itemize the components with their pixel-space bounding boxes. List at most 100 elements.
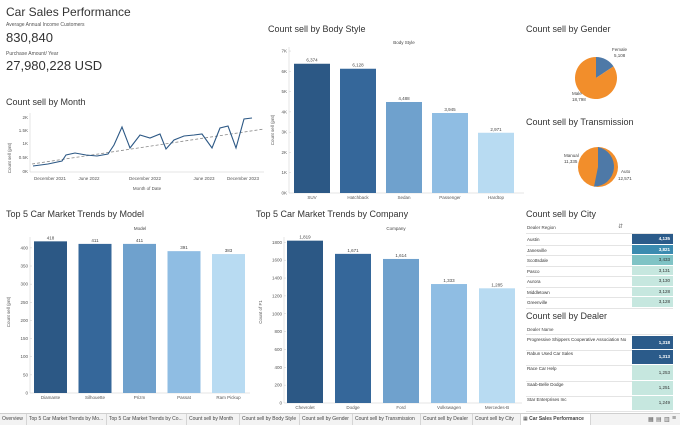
- trans-manual-value: 11,335: [564, 159, 578, 164]
- model-ytick: 300: [20, 282, 28, 287]
- table-row[interactable]: Rabun Used Car Sales 1,313: [526, 350, 673, 365]
- company-bar[interactable]: [335, 253, 371, 403]
- model-bar[interactable]: [78, 243, 112, 393]
- company-ytick: 600: [274, 347, 282, 352]
- company-value-label: 1,333: [443, 278, 455, 283]
- row-label: Star Enterprises Inc: [527, 397, 567, 402]
- city-table: Dealer Region ⇵ Austin 4,135 Janesville 3,8…: [526, 223, 674, 309]
- body-category-label: SUV: [307, 195, 316, 200]
- company-bar[interactable]: [383, 258, 419, 403]
- company-value-label: 1,614: [395, 253, 407, 258]
- model-ylabel: Count sell (pnt): [6, 296, 11, 327]
- trans-auto-value: 12,571: [618, 176, 632, 181]
- tab-count-by-gender[interactable]: Count sell by Gender: [300, 414, 353, 425]
- company-bar[interactable]: [287, 240, 323, 403]
- row-label: Race Car Help: [527, 366, 557, 371]
- table-divider: [526, 411, 673, 412]
- trans-auto-slice[interactable]: [594, 147, 615, 187]
- tab-count-by-dealer[interactable]: Count sell by Dealer: [421, 414, 473, 425]
- table-divider: [526, 334, 673, 335]
- gender-chart-title: Count sell by Gender: [526, 24, 611, 34]
- body-ytick: 0K: [281, 191, 287, 196]
- month-ytick: 1K: [22, 141, 28, 146]
- company-category-label: Chevrolet: [295, 405, 315, 410]
- body-ytick: 2K: [281, 150, 287, 155]
- body-category-label: Hardtop: [488, 195, 505, 200]
- body-bar[interactable]: [478, 132, 514, 193]
- model-bar[interactable]: [34, 241, 67, 393]
- table-divider: [526, 297, 673, 298]
- model-bar[interactable]: [167, 251, 201, 393]
- dealer-table: Dealer Name Progressive Shippers Coopera…: [526, 325, 674, 412]
- model-bar[interactable]: [212, 254, 245, 393]
- list-view-icon[interactable]: ▤: [656, 417, 662, 423]
- menu-icon[interactable]: ≡: [672, 415, 677, 422]
- model-chart[interactable]: Model Count sell (pnt) 400 350 300 250 200 15…: [0, 222, 252, 412]
- company-ytick: 200: [274, 383, 282, 388]
- table-row[interactable]: Pasco 3,131: [526, 265, 673, 277]
- month-series-line: [32, 117, 253, 167]
- table-row[interactable]: Middletown 3,128: [526, 286, 673, 298]
- table-divider: [526, 307, 673, 309]
- company-chart[interactable]: Company Count of F1 1800 1600 1400 1200 1000…: [252, 222, 524, 412]
- table-divider: [526, 265, 673, 267]
- month-ytick: 0K: [22, 169, 28, 174]
- model-ytick: 0: [25, 391, 28, 396]
- body-bar[interactable]: [386, 101, 422, 193]
- body-category-label: Hatchback: [347, 195, 369, 200]
- body-chart[interactable]: Body Style Count sell (pnt) 7K 6K 5K 4K 3K 2K…: [262, 38, 524, 200]
- model-category-label: Ram Pickup: [216, 395, 241, 400]
- month-xtick: December 2021: [34, 176, 67, 181]
- row-value: 1,318: [632, 336, 673, 349]
- month-ytick: 1.5K: [19, 128, 28, 133]
- company-ylabel: Count of F1: [258, 300, 263, 324]
- company-category-label: Volkswagen: [437, 405, 462, 410]
- tab-count-by-body-style[interactable]: Count sell by Body Style: [240, 414, 300, 425]
- table-row[interactable]: Progressive Shippers Cooperative Associa…: [526, 336, 673, 350]
- gender-chart[interactable]: Female 5,108 Male 18,798: [526, 40, 676, 108]
- filmstrip-icon[interactable]: ▥: [664, 417, 670, 423]
- dashboard-title: Car Sales Performance: [6, 5, 131, 19]
- kpi-income-label: Average Annual Income Customers: [6, 22, 85, 28]
- tab-count-by-transmission[interactable]: Count sell by Transmission: [353, 414, 421, 425]
- company-value-label: 1,671: [347, 248, 359, 253]
- grid-view-icon[interactable]: ▦: [648, 417, 654, 423]
- company-ytick: 1600: [272, 258, 283, 263]
- row-label: Janesville: [527, 247, 547, 253]
- table-divider: [526, 233, 673, 234]
- company-bar[interactable]: [479, 288, 515, 403]
- table-divider: [526, 276, 673, 277]
- model-chart-title: Top 5 Car Market Trends by Model: [6, 209, 145, 219]
- body-category-label: Passenger: [439, 195, 461, 200]
- tab-count-by-month[interactable]: Count sell by Month: [187, 414, 240, 425]
- tab-model-trends[interactable]: Top 5 Car Market Trends by Mo...: [27, 414, 107, 425]
- row-label: Pasco: [527, 268, 540, 274]
- model-bar[interactable]: [123, 243, 156, 393]
- body-bar[interactable]: [294, 63, 330, 193]
- table-row[interactable]: Saab-Belle Dodge 1,251: [526, 381, 673, 396]
- table-row[interactable]: Janesville 3,821: [526, 244, 673, 256]
- gender-female-slice[interactable]: [596, 57, 614, 78]
- table-row[interactable]: Star Enterprises Inc 1,249: [526, 396, 673, 411]
- model-chart-header: Model: [134, 226, 146, 231]
- table-row[interactable]: Greenville 3,128: [526, 297, 673, 308]
- table-row[interactable]: Scottsdale 3,433: [526, 255, 673, 266]
- table-row[interactable]: Aurora 3,130: [526, 276, 673, 287]
- tab-count-by-city[interactable]: Count sell by City: [473, 414, 521, 425]
- table-row[interactable]: Race Car Help 1,253: [526, 365, 673, 381]
- body-ytick: 4K: [281, 109, 287, 114]
- body-category-label: Sedan: [397, 195, 411, 200]
- gender-male-slice[interactable]: [574, 57, 617, 99]
- trans-auto-label: Auto: [621, 169, 631, 174]
- trans-chart[interactable]: Manual 11,335 Auto 12,571: [526, 130, 676, 205]
- sort-icon[interactable]: ⇵: [618, 224, 624, 230]
- month-chart[interactable]: Count sell (pnt) 2K 1.5K 1K 0.5K 0K Dece…: [0, 108, 268, 204]
- tab-company-trends[interactable]: Top 5 Car Market Trends by Co...: [107, 414, 187, 425]
- body-bar[interactable]: [432, 113, 468, 193]
- table-row[interactable]: Austin 4,135: [526, 234, 673, 245]
- body-bar[interactable]: [340, 68, 376, 193]
- company-bar[interactable]: [431, 284, 467, 403]
- tab-car-sales-performance[interactable]: ▦ Car Sales Performance: [521, 414, 591, 425]
- gender-female-value: 5,108: [614, 53, 626, 58]
- tab-overview[interactable]: Overview: [0, 414, 27, 425]
